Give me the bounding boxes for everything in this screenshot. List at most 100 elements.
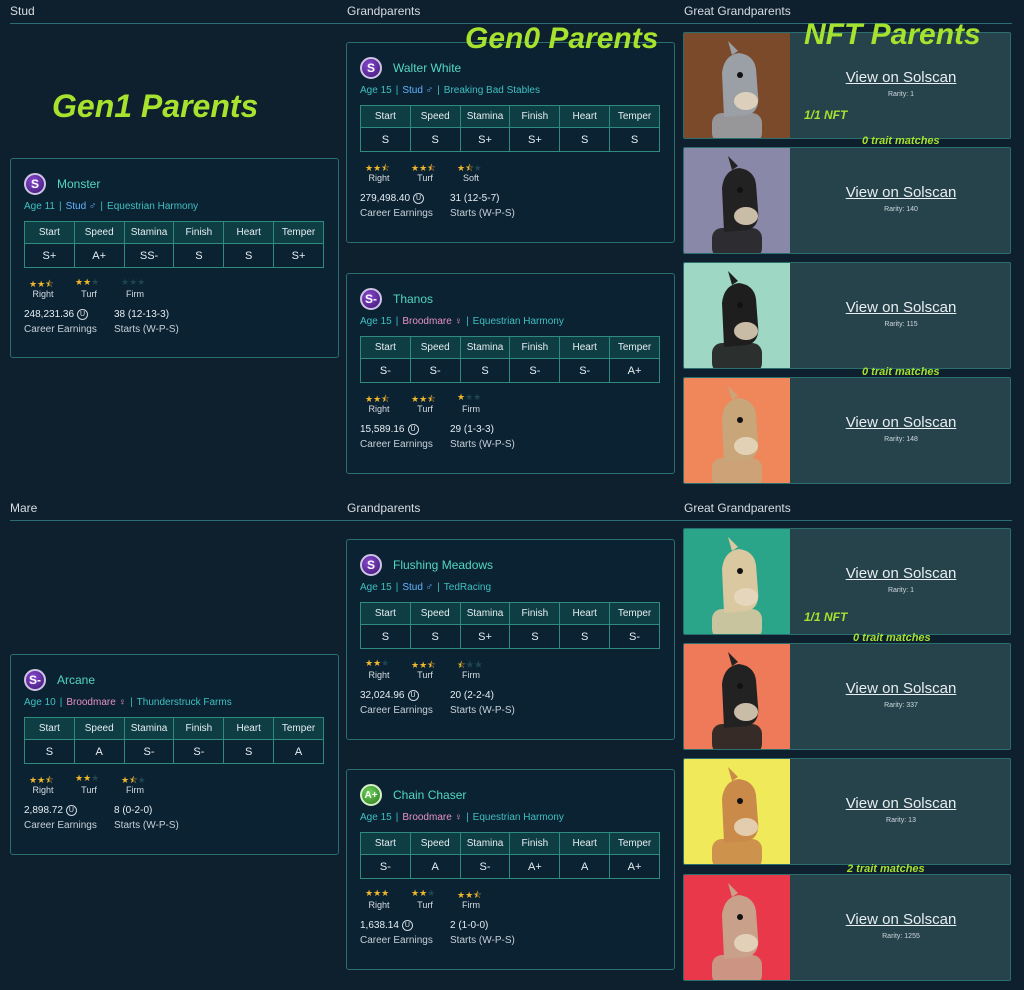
preference-label: Right [32, 785, 54, 795]
career-earnings: 15,589.16 U [360, 424, 419, 435]
view-on-solscan-link[interactable]: View on Solscan [845, 565, 957, 582]
horse-card-flushing: S Flushing Meadows Age 15 | Stud ♂ | TedRacing… [346, 539, 675, 740]
preference-stars: ★★⯪ [411, 163, 436, 173]
horse-stable-link[interactable]: TedRacing [443, 582, 492, 593]
nft-horse-image [684, 875, 790, 980]
view-on-solscan-link[interactable]: View on Solscan [845, 414, 957, 431]
preference-label: Right [368, 670, 390, 680]
stat-header: Stamina [123, 221, 175, 244]
horse-name-link[interactable]: Chain Chaser [393, 788, 467, 802]
stat-header: Heart [559, 602, 611, 625]
nft-rarity: Rarity: 115 [884, 321, 918, 328]
preference-stars: ★★★ [411, 888, 436, 898]
career-earnings-value: 248,231.36 [24, 309, 75, 321]
preference-stars: ★★★ [121, 277, 146, 287]
horse-meta: Age 11 | Stud ♂ | Equestrian Harmony [24, 201, 198, 212]
preference-label: Turf [81, 785, 97, 795]
starts-value: 38 (12-13-3) [114, 309, 170, 320]
starts-label: Starts (W-P-S) [114, 324, 179, 335]
career-earnings-label: Career Earnings [24, 820, 97, 831]
grade-badge-icon: S- [24, 669, 46, 691]
stat-header: Heart [559, 336, 611, 359]
stat-value: S [173, 243, 225, 268]
preference-stars: ★⯪★ [457, 163, 482, 173]
horse-stable-link[interactable]: Breaking Bad Stables [443, 85, 540, 96]
nft-panel: View on Solscan Rarity: 1 [683, 528, 1011, 635]
stat-header: Temper [273, 221, 324, 244]
view-on-solscan-link[interactable]: View on Solscan [845, 69, 957, 86]
stat-value: S- [559, 358, 611, 383]
meta-separator: | [466, 316, 469, 327]
nft-panel: View on Solscan Rarity: 148 [683, 377, 1011, 484]
preference-stars: ★★⯪ [365, 163, 390, 173]
preference-stars: ★★★ [365, 658, 390, 668]
stat-header: Stamina [459, 336, 511, 359]
stat-header: Finish [173, 221, 225, 244]
preference-stars: ★★⯪ [365, 394, 390, 404]
preference-label: Firm [462, 404, 480, 414]
grade-badge-icon: S [24, 173, 46, 195]
horse-card-chain: A+ Chain Chaser Age 15 | Broodmare ♀ | Equestr… [346, 769, 675, 970]
career-earnings-value: 279,498.40 [360, 193, 411, 205]
horse-age: Age 15 [360, 85, 392, 96]
preference-stars: ★★★ [75, 773, 100, 783]
meta-separator: | [437, 85, 440, 96]
horse-stable-link[interactable]: Equestrian Harmony [472, 316, 564, 327]
horse-name-link[interactable]: Arcane [57, 673, 96, 687]
view-on-solscan-link[interactable]: View on Solscan [845, 911, 957, 928]
grandparents-section-label: Grandparents [347, 4, 421, 18]
meta-separator: | [466, 812, 469, 823]
horse-meta: Age 15 | Stud ♂ | Breaking Bad Stables [360, 85, 540, 96]
horse-name-link[interactable]: Walter White [393, 61, 462, 75]
starts-value: 8 (0-2-0) [114, 805, 153, 816]
career-earnings-value: 1,638.14 [360, 920, 399, 932]
stat-header: Speed [73, 717, 125, 740]
gen0-overlay: Gen0 Parents [465, 22, 659, 55]
stat-header: Finish [509, 832, 561, 855]
stat-header: Temper [609, 602, 660, 625]
coin-icon: U [77, 309, 89, 320]
coin-icon: U [407, 424, 419, 435]
nft-rarity: Rarity: 337 [884, 702, 918, 709]
starts-label: Starts (W-P-S) [450, 208, 515, 219]
nft-panel: View on Solscan Rarity: 1255 [683, 874, 1011, 981]
stat-header: Temper [609, 105, 660, 128]
career-earnings: 2,898.72 U [24, 805, 77, 816]
view-on-solscan-link[interactable]: View on Solscan [845, 184, 957, 201]
stat-value: A [559, 854, 611, 879]
trait-matches-overlay-3: 0 trait matches [853, 632, 931, 644]
stats-table: Start Speed Stamina Finish Heart Temper S+ A+ SS… [24, 221, 324, 268]
stats-table: Start Speed Stamina Finish Heart Temper S- A S- A… [360, 832, 660, 879]
stat-value: S+ [24, 243, 75, 268]
stat-value: S [223, 243, 275, 268]
meta-separator: | [100, 201, 104, 212]
stat-value: S [409, 127, 461, 152]
view-on-solscan-link[interactable]: View on Solscan [845, 795, 957, 812]
coin-icon: U [401, 920, 413, 931]
horse-meta: Age 15 | Broodmare ♀ | Equestrian Harmony [360, 812, 564, 823]
stat-header: Heart [223, 221, 275, 244]
horse-name-link[interactable]: Flushing Meadows [393, 558, 494, 572]
stat-header: Finish [509, 105, 561, 128]
stat-value: S- [409, 358, 461, 383]
preference-label: Firm [462, 670, 480, 680]
nft-horse-image [684, 644, 790, 749]
nft-panel: View on Solscan Rarity: 115 [683, 262, 1011, 369]
horse-name-link[interactable]: Thanos [393, 292, 434, 306]
horse-name-link[interactable]: Monster [57, 177, 101, 191]
view-on-solscan-link[interactable]: View on Solscan [845, 299, 957, 316]
stat-header: Speed [409, 336, 461, 359]
stat-header: Start [24, 221, 75, 244]
horse-stable-link[interactable]: Thunderstruck Farms [136, 697, 232, 708]
preference-label: Turf [417, 900, 433, 910]
stat-value: SS- [123, 243, 175, 268]
view-on-solscan-link[interactable]: View on Solscan [845, 680, 957, 697]
stat-header: Finish [509, 602, 561, 625]
career-earnings-label: Career Earnings [24, 324, 97, 335]
horse-age: Age 15 [360, 812, 392, 823]
horse-stable-link[interactable]: Equestrian Harmony [472, 812, 564, 823]
horse-stable-link[interactable]: Equestrian Harmony [107, 201, 199, 212]
starts-label: Starts (W-P-S) [450, 935, 515, 946]
stat-value: S- [173, 739, 225, 764]
preference-stars: ★★⯪ [457, 890, 482, 900]
